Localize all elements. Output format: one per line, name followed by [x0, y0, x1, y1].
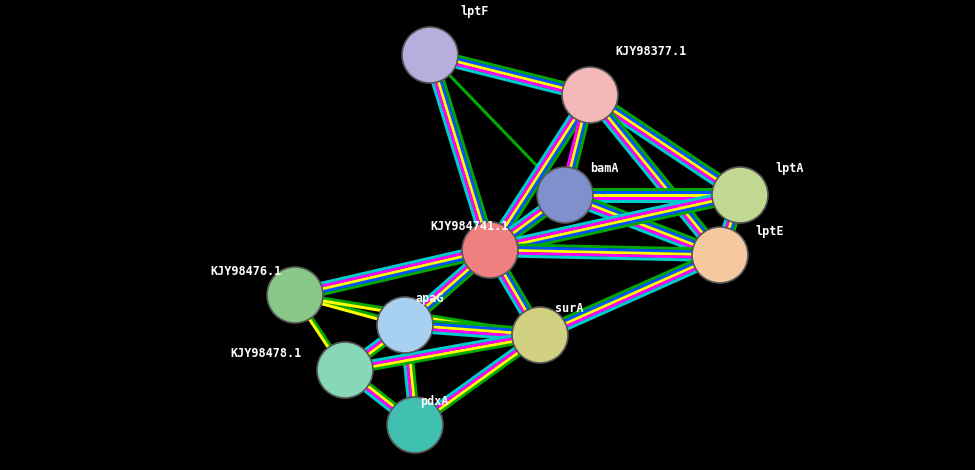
Text: KJY98377.1: KJY98377.1 [615, 45, 686, 58]
Circle shape [402, 27, 458, 83]
Text: lptA: lptA [775, 162, 803, 175]
Circle shape [537, 167, 593, 223]
Text: surA: surA [555, 302, 583, 315]
Circle shape [712, 167, 768, 223]
Text: KJY984741.1: KJY984741.1 [430, 220, 508, 233]
Text: lptF: lptF [460, 5, 488, 18]
Text: bamA: bamA [590, 162, 618, 175]
Text: apaG: apaG [415, 292, 444, 305]
Circle shape [692, 227, 748, 283]
Circle shape [377, 297, 433, 353]
Text: lptE: lptE [755, 225, 784, 238]
Text: KJY98478.1: KJY98478.1 [230, 347, 301, 360]
Text: KJY98476.1: KJY98476.1 [210, 265, 281, 278]
Text: pdxA: pdxA [420, 395, 449, 408]
Circle shape [267, 267, 323, 323]
Circle shape [462, 222, 518, 278]
Circle shape [512, 307, 568, 363]
Circle shape [387, 397, 443, 453]
Circle shape [562, 67, 618, 123]
Circle shape [317, 342, 373, 398]
